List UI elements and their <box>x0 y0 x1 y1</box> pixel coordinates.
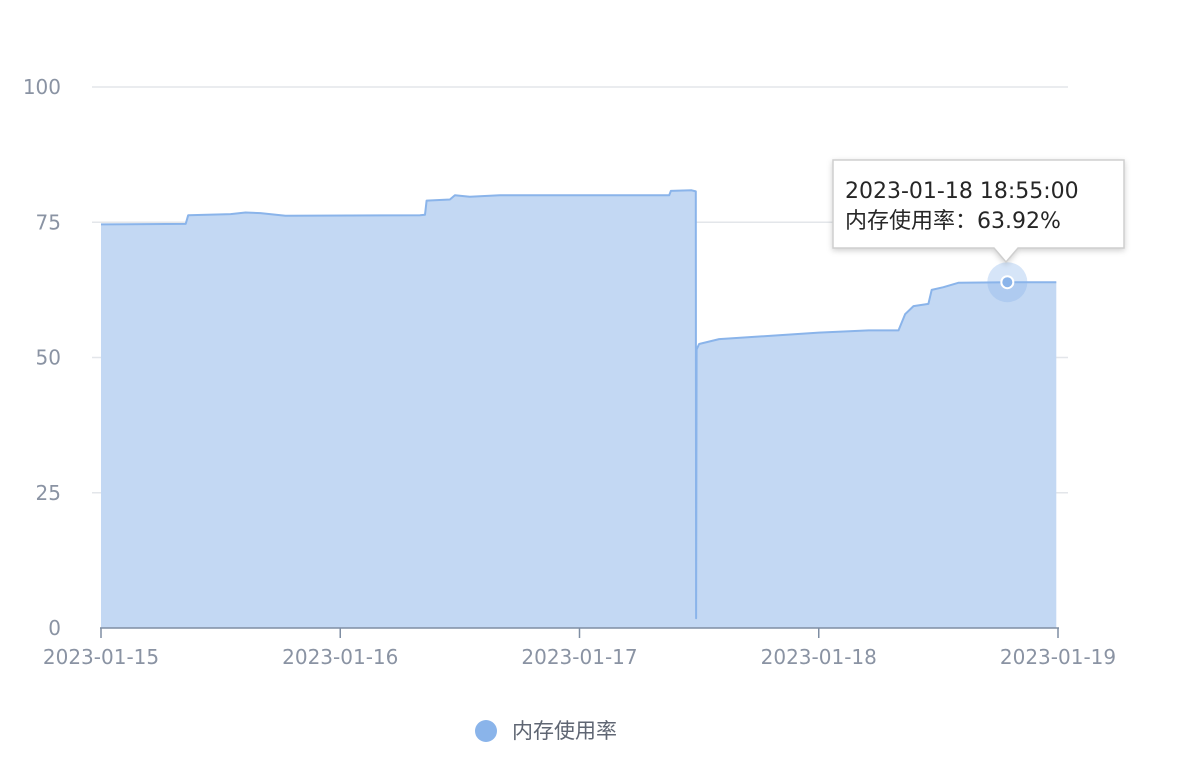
y-tick-label: 0 <box>48 616 61 640</box>
tooltip-value-line: 内存使用率：63.92% <box>845 209 1061 234</box>
tooltip: 2023-01-18 18:55:00 内存使用率：63.92% <box>832 159 1125 264</box>
y-tick-label: 75 <box>36 210 61 234</box>
tooltip-separator: ： <box>955 209 977 234</box>
x-tick-label: 2023-01-18 <box>761 645 877 669</box>
tooltip-value: 63.92% <box>977 209 1061 234</box>
x-tick-label: 2023-01-15 <box>43 645 159 669</box>
tooltip-box <box>832 159 1125 264</box>
y-tick-label: 100 <box>23 75 61 99</box>
x-tick-label: 2023-01-19 <box>1000 645 1116 669</box>
tooltip-time: 2023-01-18 18:55:00 <box>845 179 1079 204</box>
y-axis: 0 25 50 75 100 <box>23 75 61 640</box>
legend-label[interactable]: 内存使用率 <box>512 719 617 743</box>
y-tick-label: 50 <box>36 346 61 370</box>
x-tick-label: 2023-01-17 <box>521 645 637 669</box>
hover-point[interactable] <box>1000 275 1015 290</box>
y-tick-label: 25 <box>36 481 61 505</box>
x-axis: 2023-01-15 2023-01-16 2023-01-17 2023-01-18… <box>43 627 1116 669</box>
series-line <box>100 189 1057 620</box>
series-area-fill <box>101 190 1057 629</box>
series-area <box>100 189 1057 629</box>
legend[interactable]: 内存使用率 <box>475 719 617 743</box>
tooltip-series-label: 内存使用率 <box>845 209 955 234</box>
hover-marker[interactable] <box>987 262 1028 303</box>
legend-swatch-icon[interactable] <box>475 720 497 742</box>
x-tick-label: 2023-01-16 <box>282 645 398 669</box>
